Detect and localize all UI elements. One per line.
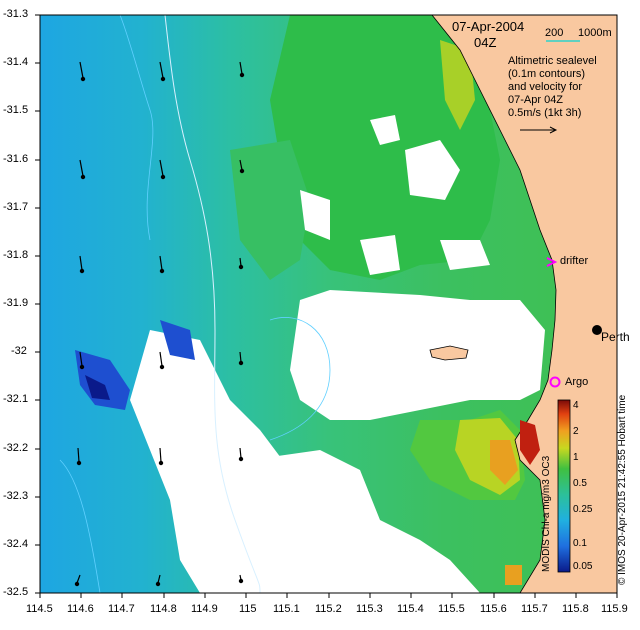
y-tick-label: -32.2 <box>3 442 29 454</box>
map-date: 07-Apr-2004 <box>452 19 525 34</box>
x-tick-label: 114.5 <box>26 603 53 615</box>
cloud-south-center <box>250 450 480 593</box>
colorbar-tick-4: 4 <box>573 400 579 411</box>
colorbar-tick-0-25: 0.25 <box>573 504 593 515</box>
x-tick-label: 115.2 <box>315 603 342 615</box>
y-tick-label: -32.4 <box>3 538 29 550</box>
scale-label-200: 200 <box>545 27 564 39</box>
cloud-gap-2 <box>370 115 400 145</box>
colorbar-tick-0-1: 0.1 <box>573 538 587 549</box>
blue-patch-west-2 <box>160 320 195 360</box>
x-tick-label: 115.1 <box>273 603 300 615</box>
x-tick-label: 114.6 <box>67 603 94 615</box>
y-tick-label: -31.7 <box>3 201 29 213</box>
sealevel-contour-1 <box>164 15 261 593</box>
x-tick-label: 114.8 <box>150 603 177 615</box>
y-tick-label: -31.9 <box>3 297 29 309</box>
x-tick-label: 115.3 <box>356 603 383 615</box>
y-tick-label: -32.5 <box>3 586 29 598</box>
shelf-bloom-orange <box>490 440 518 485</box>
legend-arrow <box>520 126 558 134</box>
x-tick-label: 115.4 <box>397 603 424 615</box>
sealevel-contour-4 <box>269 317 331 441</box>
velocity-arrows <box>74 61 245 587</box>
drifter-marker <box>546 257 558 267</box>
x-tick-label: 115.9 <box>601 603 628 615</box>
legend-line-3: and velocity for <box>508 81 582 93</box>
legend-line-5: 0.5m/s (1kt 3h) <box>508 107 582 119</box>
x-tick-label: 115.7 <box>521 603 548 615</box>
x-tick-label: 115.5 <box>438 603 465 615</box>
orange-patch-south <box>505 565 522 585</box>
cloud-gap-5 <box>440 240 490 270</box>
x-tick-label: 114.7 <box>108 603 135 615</box>
peel-inlet <box>520 420 540 465</box>
y-tick-label: -32.3 <box>3 490 29 502</box>
scale-label-1000: 1000m <box>578 27 612 39</box>
y-tick-label: -31.3 <box>3 8 29 20</box>
drifter-label: drifter <box>560 255 589 267</box>
perth-label: Perth <box>601 330 630 344</box>
cloud-gap-4 <box>360 235 400 275</box>
x-tick-label: 115.8 <box>562 603 589 615</box>
credit-text: © IMOS 20-Apr-2015 21:42:55 Hobart time <box>617 394 628 585</box>
x-tick-label: 115 <box>239 603 257 615</box>
colorbar-title: MODIS Chl-a mg/m3 OC3 <box>541 455 552 572</box>
cloud-gap-1 <box>405 140 460 200</box>
dark-blue-west <box>85 375 110 400</box>
x-tick-label: 114.9 <box>191 603 218 615</box>
colorbar <box>557 399 571 573</box>
colorbar-tick-2: 2 <box>573 426 579 437</box>
sealevel-contour-3 <box>59 459 101 593</box>
y-tick-label: -31.4 <box>3 56 29 68</box>
rottnest-island <box>429 345 469 361</box>
argo-marker <box>549 376 561 388</box>
y-tick-label: -32 <box>11 345 27 357</box>
argo-label: Argo <box>565 376 589 388</box>
legend-line-1: Altimetric sealevel <box>508 55 597 67</box>
blue-patch-west <box>75 350 130 410</box>
colorbar-tick-1: 1 <box>573 452 579 463</box>
cloud-south <box>290 290 545 420</box>
legend-line-2: (0.1m contours) <box>508 68 586 80</box>
y-tick-label: -31.5 <box>3 104 29 116</box>
colorbar-tick-0-5: 0.5 <box>573 478 587 489</box>
map-time: 04Z <box>474 35 497 50</box>
x-tick-marks <box>39 593 618 598</box>
colorbar-tick-0-05: 0.05 <box>573 561 593 572</box>
land <box>431 15 617 593</box>
y-tick-label: -32.1 <box>3 393 29 405</box>
y-tick-label: -31.8 <box>3 249 29 261</box>
y-tick-label: -31.6 <box>3 153 29 165</box>
sealevel-contour-2 <box>119 15 154 241</box>
perth-marker <box>592 325 602 335</box>
cloud-gap-3 <box>300 190 330 240</box>
x-tick-label: 115.6 <box>480 603 507 615</box>
green-bloom-mid <box>230 140 310 280</box>
legend-line-4: 07-Apr 04Z <box>508 94 564 106</box>
y-tick-marks <box>35 14 40 594</box>
